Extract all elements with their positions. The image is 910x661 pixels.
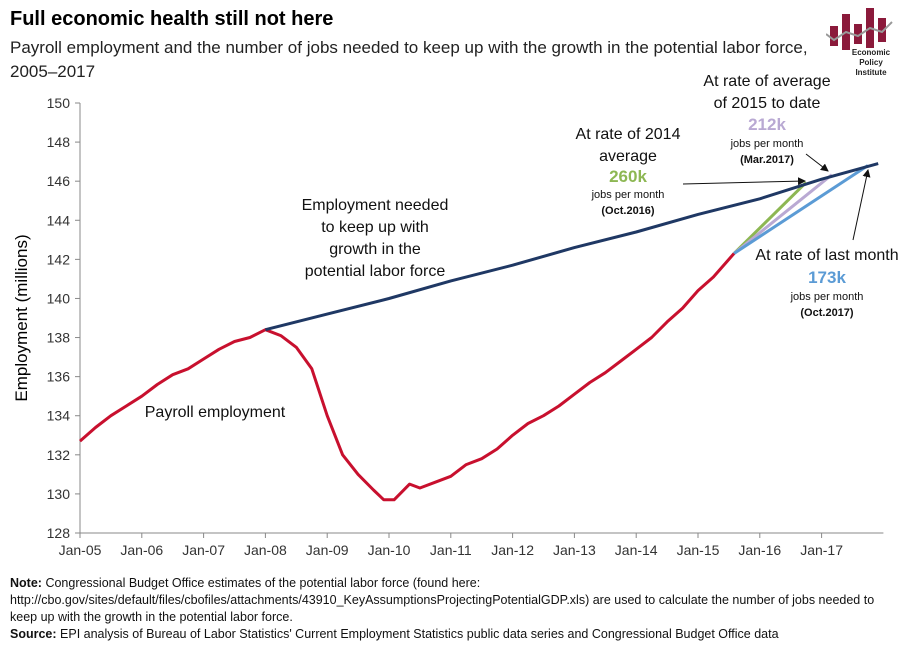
note-text: Congressional Budget Office estimates of… (10, 576, 875, 624)
annotation-2014-unit: jobs per month (591, 189, 665, 201)
x-tick-label: Jan-05 (59, 542, 102, 558)
x-tick-label: Jan-13 (553, 542, 596, 558)
annotation-needed-text: to keep up with (321, 219, 429, 236)
x-tick-label: Jan-11 (430, 542, 472, 558)
y-axis-label: Employment (millions) (12, 234, 31, 401)
notes: Note: Congressional Budget Office estima… (10, 575, 900, 643)
y-tick-label: 136 (47, 369, 71, 385)
annotation-2015-title: of 2015 to date (714, 95, 821, 112)
x-tick-label: Jan-08 (244, 542, 287, 558)
series-line-1 (265, 162, 879, 332)
x-tick-label: Jan-06 (120, 542, 163, 558)
x-tick-label: Jan-14 (615, 542, 658, 558)
source-label: Source: (10, 627, 57, 641)
annotation-2014-date: (Oct.2016) (601, 205, 655, 217)
note-label: Note: (10, 576, 42, 590)
x-tick-label: Jan-12 (491, 542, 534, 558)
annotation-payroll-text: Payroll employment (145, 404, 286, 421)
annotation-2014-title: At rate of 2014 (576, 126, 681, 143)
series-line-4 (733, 164, 869, 255)
y-tick-label: 146 (47, 173, 71, 189)
series-line-3 (733, 173, 833, 255)
annotation-needed-text: potential labor force (305, 263, 446, 280)
x-tick-label: Jan-09 (306, 542, 349, 558)
y-tick-label: 130 (47, 486, 71, 502)
annotation-last-date: (Oct.2017) (800, 307, 854, 319)
annotation-2014-value: 260k (609, 167, 647, 186)
annotation-needed-text: Employment needed (302, 197, 449, 214)
chart-title: Full economic health still not here (10, 8, 334, 30)
y-tick-label: 128 (47, 525, 71, 541)
epi-logo-icon (826, 8, 893, 50)
annotation-2015-title: At rate of average (703, 73, 830, 90)
annotation-2014-title: average (599, 148, 657, 165)
annotation-2015-value: 212k (748, 115, 786, 134)
series-line-0 (79, 252, 736, 502)
source-text: EPI analysis of Bureau of Labor Statisti… (60, 627, 779, 641)
arrow-2014 (682, 177, 806, 186)
series-line-2 (732, 181, 808, 255)
y-tick-label: 150 (47, 95, 71, 111)
annotation-needed-text: growth in the (329, 241, 421, 258)
chart-subtitle: Payroll employment and the number of job… (10, 38, 808, 81)
y-tick-label: 138 (47, 330, 71, 346)
y-tick-label: 148 (47, 134, 71, 150)
x-tick-label: Jan-10 (368, 542, 411, 558)
y-tick-label: 144 (47, 212, 71, 228)
x-tick-label: Jan-07 (182, 542, 225, 558)
annotation-last-unit: jobs per month (790, 291, 864, 303)
arrow-last (852, 169, 871, 241)
annotation-2015-date: (Mar.2017) (740, 154, 794, 166)
annotation-last-title: At rate of last month (755, 247, 898, 264)
y-tick-label: 134 (47, 408, 71, 424)
x-tick-label: Jan-15 (677, 542, 720, 558)
x-tick-label: Jan-16 (738, 542, 781, 558)
y-tick-label: 142 (47, 251, 71, 267)
y-tick-label: 140 (47, 290, 71, 306)
x-tick-label: Jan-17 (800, 542, 843, 558)
arrow-2015 (805, 153, 829, 172)
logo-text: Economic Policy Institute (851, 48, 891, 77)
y-tick-label: 132 (47, 447, 71, 463)
annotation-last-value: 173k (808, 268, 846, 287)
annotation-2015-unit: jobs per month (730, 138, 804, 150)
